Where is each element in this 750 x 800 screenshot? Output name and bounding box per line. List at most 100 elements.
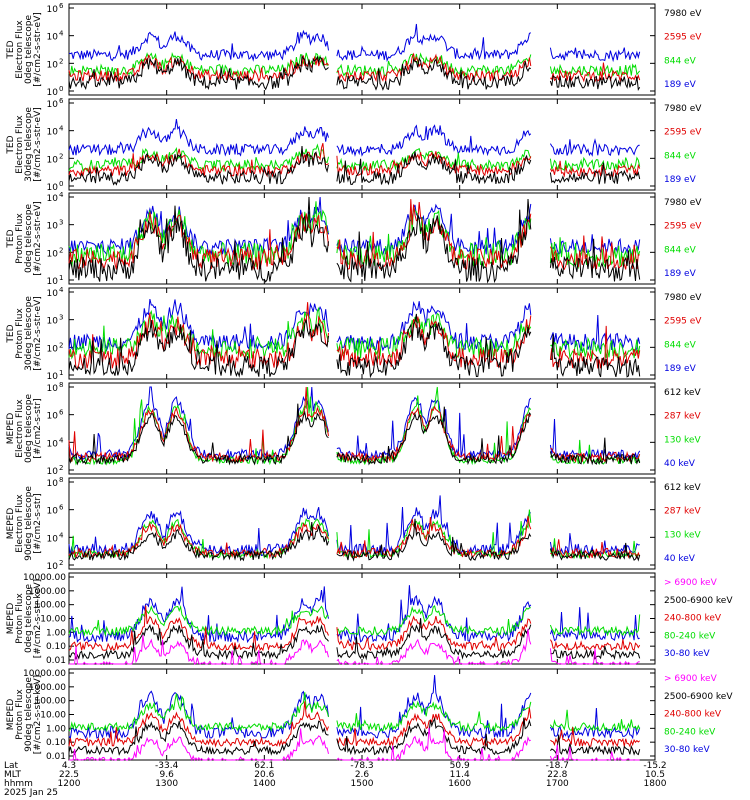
y-tick-label: 10000.00 (23, 669, 66, 679)
series-trace (68, 23, 641, 63)
y-tick-exponent: 6 (59, 504, 64, 512)
y-tick-label: 10 (47, 88, 59, 98)
legend-entry: 7980 eV (664, 293, 702, 303)
y-tick-label: 0.01 (46, 752, 66, 762)
series-trace (68, 54, 641, 92)
series-trace (68, 605, 641, 637)
legend-entry: 287 keV (664, 507, 701, 517)
y-tick-exponent: 6 (59, 2, 64, 10)
date-label: 2025 Jan 25 (4, 788, 58, 798)
x-row-value: -18.7 (546, 761, 569, 771)
y-tick-label: 10 (47, 507, 59, 517)
x-row-value: 22.8 (547, 770, 567, 780)
x-row-value: 50.9 (450, 761, 470, 771)
y-tick-label: 10 (47, 384, 59, 394)
y-tick-label: 10 (47, 479, 59, 489)
y-axis-label-line: [#/cm2-s-str-eV] (33, 12, 43, 87)
x-row-value: 2.6 (355, 770, 370, 780)
panel-7: 10000.00 1000.00 100.00 10.00 1.00 0.10 0.01 ME… (6, 572, 733, 666)
y-tick-label: 10 (47, 222, 59, 232)
y-tick-label: 10 (47, 317, 59, 327)
y-axis-label-line: [#/cm2-s-str] (33, 493, 43, 553)
y-tick-label: 10 (47, 562, 59, 572)
y-axis-label-line: [#/cm2-s-str] (33, 398, 43, 458)
series-trace (68, 605, 641, 652)
y-axis-label-line: 30deg telescope (24, 107, 34, 182)
legend-entry: 7980 eV (664, 9, 702, 19)
x-row-value: 1600 (448, 779, 471, 789)
y-axis-label-line: MEPED (6, 508, 16, 540)
y-axis-label-line: MEPED (6, 413, 16, 445)
y-axis-label-line: Electron Flux (15, 20, 25, 79)
legend-entry: 80-240 keV (664, 631, 716, 641)
x-row-value: 22.5 (59, 770, 79, 780)
y-axis-label-line: TED (6, 324, 16, 343)
legend-entry: 2595 eV (664, 317, 702, 327)
y-tick-exponent: 6 (59, 409, 64, 417)
y-tick-exponent: 2 (59, 246, 63, 254)
y-axis-label-line: 30deg telescope (24, 296, 34, 371)
y-tick-label: 10 (47, 277, 59, 287)
series-trace (68, 692, 641, 733)
legend-entry: 130 keV (664, 530, 701, 540)
y-axis-label-line: Proton Flux (15, 213, 25, 264)
y-tick-exponent: 4 (59, 436, 64, 444)
legend-entry: 844 eV (664, 56, 697, 66)
x-row-value: 1300 (155, 779, 178, 789)
legend-entry: 40 keV (664, 554, 696, 564)
x-row-value: 10.5 (645, 770, 665, 780)
y-tick-exponent: 4 (59, 30, 64, 38)
y-axis-label-line: MEPED (6, 699, 16, 731)
legend-entry: 30-80 keV (664, 649, 710, 659)
y-tick-exponent: 2 (59, 559, 63, 567)
y-tick-exponent: 0 (59, 85, 63, 93)
series-trace (69, 628, 640, 666)
legend-entry: 2595 eV (664, 222, 702, 232)
legend-entry: 287 keV (664, 412, 701, 422)
y-axis-label-line: Proton Flux (15, 308, 25, 359)
panel-frame (68, 572, 656, 665)
y-axis-label-line: MEPED (6, 603, 16, 635)
y-tick-label: 10 (47, 344, 59, 354)
x-row-value: 1200 (58, 779, 81, 789)
y-tick-label: 10 (47, 439, 59, 449)
y-tick-exponent: 2 (59, 152, 63, 160)
series-trace (68, 119, 640, 157)
y-tick-label: 100.00 (35, 697, 67, 707)
x-row-value: 11.4 (450, 770, 470, 780)
series-trace (68, 146, 641, 186)
y-tick-exponent: 8 (59, 476, 63, 484)
legend-entry: 240-800 keV (664, 614, 722, 624)
y-tick-label: 0.01 (46, 656, 66, 666)
x-row-value: 1800 (644, 779, 667, 789)
x-axis-rows: Lat 4.3 -33.4 62.1 -78.3 50.9 -18.7 -15.2 MLT 22.… (4, 761, 667, 798)
x-row-value: 9.6 (160, 770, 175, 780)
y-tick-label: 1000.00 (29, 587, 66, 597)
y-axis-label-line: Proton Flux (15, 593, 25, 644)
y-tick-label: 10 (47, 372, 59, 382)
y-axis-label-line: Electron Flux (15, 399, 25, 458)
y-tick-label: 10.00 (40, 711, 66, 721)
y-axis-label-line: 0deg telescope (24, 204, 34, 274)
y-tick-exponent: 3 (59, 314, 63, 322)
legend-entry: 844 eV (664, 340, 697, 350)
legend-entry: 844 eV (664, 245, 697, 255)
y-axis-label-line: [#/cm2-s-str-eV] (33, 107, 43, 182)
y-tick-label: 10 (47, 194, 59, 204)
y-tick-exponent: 4 (59, 125, 64, 133)
y-tick-exponent: 4 (59, 286, 64, 294)
series-trace (68, 518, 641, 562)
series-trace (68, 717, 641, 756)
y-axis-label-line: Electron Flux (15, 115, 25, 174)
y-axis-label-line: Proton Flux (15, 689, 25, 740)
y-axis-label-line: 90deg telescope (24, 677, 34, 752)
legend-entry: 612 keV (664, 388, 701, 398)
y-tick-label: 10 (47, 534, 59, 544)
panel-8: 10000.00 1000.00 100.00 10.00 1.00 0.10 0.01 ME… (6, 668, 733, 762)
legend-entry: 612 keV (664, 483, 701, 493)
